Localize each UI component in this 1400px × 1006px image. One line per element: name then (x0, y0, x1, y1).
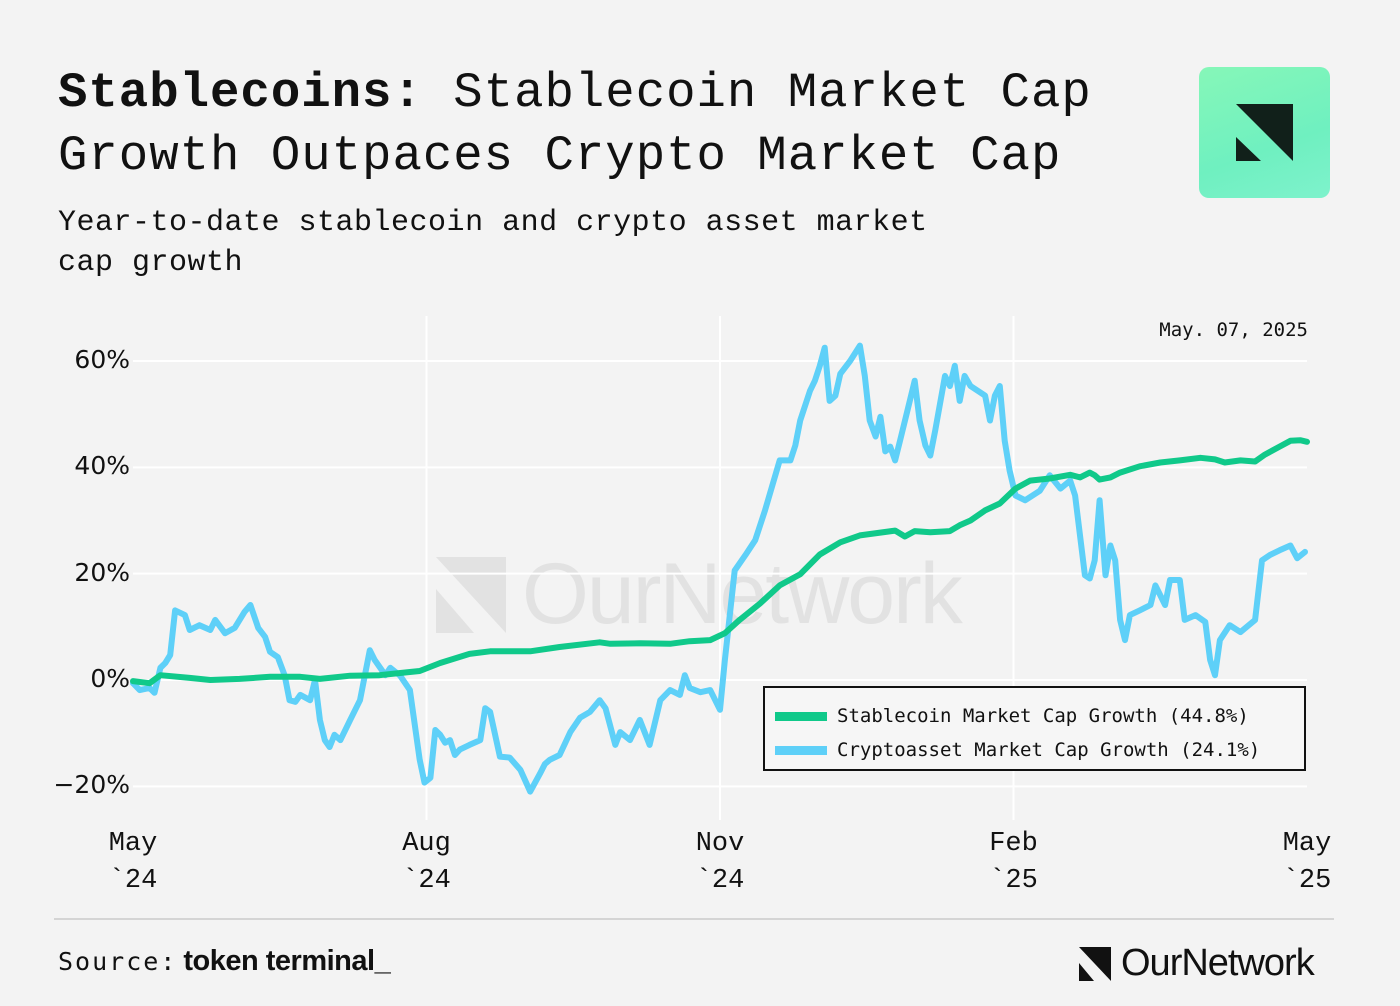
x-tick-label: May `24 (88, 826, 178, 900)
x-tick-month: Feb (989, 829, 1038, 859)
footer-divider (54, 918, 1334, 920)
ournetwork-logo-icon (1199, 67, 1330, 198)
brand-logo: OurNetwork (1077, 942, 1315, 985)
source-name: token terminal_ (183, 945, 391, 977)
x-tick-label: Aug `24 (382, 826, 472, 900)
brand-name: OurNetwork (1121, 942, 1315, 984)
legend-item-cryptoasset: Cryptoasset Market Cap Growth (24.1%) (775, 738, 1260, 762)
legend-item-stablecoin: Stablecoin Market Cap Growth (44.8%) (775, 704, 1249, 728)
title-rest-line1: Stablecoin Market Cap (453, 65, 1092, 121)
y-tick-label: 0% (90, 664, 130, 693)
x-tick-month: May (108, 829, 158, 859)
title-line2: Growth Outpaces Crypto Market Cap (58, 128, 1062, 184)
series-line-stablecoin (130, 437, 1310, 687)
watermark-text: OurNetwork (522, 546, 963, 642)
watermark-logo-icon (436, 557, 506, 633)
x-tick-year: `24 (402, 866, 451, 896)
y-tick-label: 20% (74, 557, 130, 587)
series-lines (130, 342, 1310, 795)
legend-label-stablecoin: Stablecoin Market Cap Growth (44.8%) (837, 705, 1249, 727)
legend-label-cryptoasset: Cryptoasset Market Cap Growth (24.1%) (837, 739, 1261, 761)
logo-mark-icon (1236, 104, 1293, 161)
x-tick-year: `24 (108, 866, 158, 896)
date-annotation: May. 07, 2025 (1159, 319, 1308, 341)
logo-large-triangle (1236, 104, 1293, 161)
x-tick-label: May `25 (1262, 826, 1352, 900)
y-tick-label: 60% (74, 345, 130, 374)
series-line-cryptoasset (130, 342, 1308, 795)
x-tick-label: Nov `24 (675, 826, 765, 900)
source-credit: Source: token terminal_ (58, 945, 391, 978)
legend: Stablecoin Market Cap Growth (44.8%) Cry… (763, 686, 1306, 771)
brand-logo-icon (1079, 946, 1111, 981)
x-tick-label: Feb `25 (969, 826, 1059, 900)
title-bold: Stablecoins: (58, 65, 423, 121)
x-tick-month: May (1282, 829, 1332, 859)
x-tick-year: `25 (989, 866, 1038, 896)
source-label: Source: (58, 947, 178, 976)
legend-swatch-stablecoin (775, 711, 827, 721)
chart-title: Stablecoins: Stablecoin Market Cap Growt… (58, 62, 1158, 188)
chart-subtitle: Year-to-date stablecoin and crypto asset… (58, 206, 928, 280)
x-tick-month: Aug (402, 829, 451, 859)
x-tick-year: `24 (695, 866, 745, 896)
y-tick-label: 40% (74, 451, 130, 481)
y-tick-label: −20% (53, 770, 130, 800)
x-tick-year: `25 (1282, 866, 1332, 896)
legend-swatch-cryptoasset (775, 745, 827, 755)
logo-small-triangle (1236, 137, 1261, 161)
x-tick-month: Nov (695, 829, 745, 859)
watermark: OurNetwork (432, 546, 963, 642)
